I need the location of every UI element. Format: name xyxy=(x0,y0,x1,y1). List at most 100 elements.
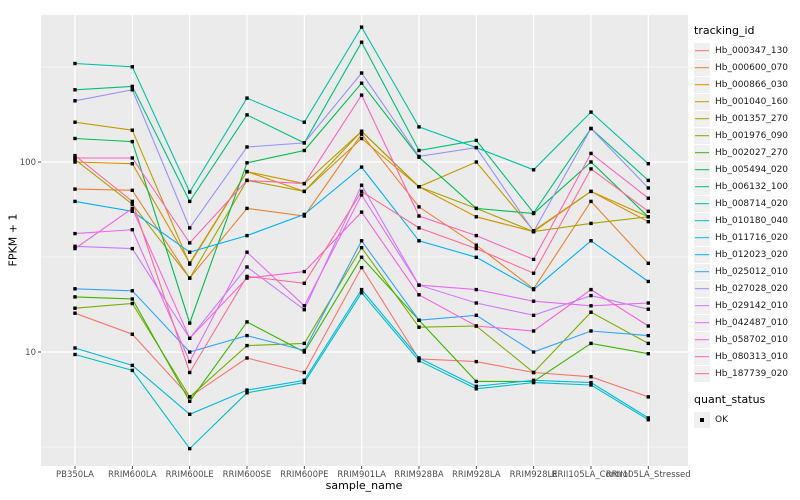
legend-key-line-icon xyxy=(695,185,709,188)
legend-entry-Hb_000600_070: Hb_000600_070 xyxy=(694,59,800,76)
data-point xyxy=(646,220,650,224)
legend-entry-Hb_025012_010: Hb_025012_010 xyxy=(694,263,800,280)
legend-key-line-icon xyxy=(695,49,709,52)
legend-entry-Hb_187739_020: Hb_187739_020 xyxy=(694,365,800,382)
data-point xyxy=(130,209,134,213)
data-point xyxy=(130,289,134,293)
data-point xyxy=(130,84,134,89)
y-tick-label: 100 xyxy=(20,158,36,168)
legend-key-line-icon xyxy=(695,236,709,239)
legend-entry-Hb_001357_270: Hb_001357_270 xyxy=(694,110,800,127)
data-point xyxy=(188,321,192,325)
data-point xyxy=(73,346,77,350)
legend-key-swatch xyxy=(694,246,710,263)
data-point xyxy=(646,395,650,399)
data-point xyxy=(589,199,593,204)
data-point xyxy=(73,306,77,310)
data-point xyxy=(245,250,249,254)
data-point xyxy=(474,384,478,388)
legend-key-swatch xyxy=(694,42,710,59)
legend-entry-Hb_058702_010: Hb_058702_010 xyxy=(694,331,800,348)
data-point xyxy=(531,380,536,385)
legend-entry-label: Hb_012023_020 xyxy=(715,249,789,260)
data-point xyxy=(73,231,77,236)
data-point xyxy=(531,287,536,292)
legend-key-line-icon xyxy=(695,151,709,154)
data-point xyxy=(589,375,593,379)
data-point xyxy=(417,239,421,243)
legend-entry-label: Hb_002027_270 xyxy=(715,147,789,158)
data-point xyxy=(188,399,192,403)
data-point xyxy=(646,341,650,346)
data-point xyxy=(188,276,192,280)
legend-key-swatch xyxy=(694,161,710,178)
data-point xyxy=(359,246,364,250)
data-point xyxy=(130,206,134,211)
x-tick-label: RRIM901LA xyxy=(337,470,386,480)
data-point xyxy=(417,125,421,129)
data-point xyxy=(589,310,593,314)
data-point xyxy=(359,71,364,75)
legend-key-swatch xyxy=(694,263,710,280)
data-point xyxy=(646,324,650,328)
data-point xyxy=(359,132,364,136)
data-point xyxy=(589,110,593,114)
data-point xyxy=(302,189,306,194)
data-point xyxy=(474,324,478,328)
data-point xyxy=(417,359,421,363)
data-point xyxy=(188,262,192,266)
legend-entry-Hb_000866_030: Hb_000866_030 xyxy=(694,76,800,93)
data-point xyxy=(73,61,77,66)
data-point xyxy=(359,239,364,243)
data-point xyxy=(531,370,536,375)
legend-entry-Hb_002027_270: Hb_002027_270 xyxy=(694,144,800,161)
data-point xyxy=(302,181,306,186)
data-point xyxy=(245,169,249,174)
data-point xyxy=(474,243,478,247)
data-point xyxy=(302,148,306,153)
legend-entry-label: Hb_029142_010 xyxy=(715,300,789,311)
data-point xyxy=(130,301,134,306)
legend-entry-Hb_005494_020: Hb_005494_020 xyxy=(694,161,800,178)
legend-entry-Hb_000347_130: Hb_000347_130 xyxy=(694,42,800,59)
data-point xyxy=(531,313,536,317)
legend-entry-label: Hb_000866_030 xyxy=(715,79,789,90)
x-tick-label: RRIM600SE xyxy=(223,470,272,480)
plot-panel xyxy=(41,15,688,466)
data-point xyxy=(646,416,650,420)
data-point xyxy=(589,160,593,164)
legend-entry-label: Hb_000347_130 xyxy=(715,45,789,56)
data-point xyxy=(474,206,478,211)
x-axis-title: sample_name xyxy=(325,479,403,492)
data-point xyxy=(646,307,650,311)
data-point xyxy=(474,313,478,317)
data-point xyxy=(188,199,192,204)
data-point xyxy=(245,333,249,338)
legend-entry-label: OK xyxy=(715,414,728,425)
data-point xyxy=(474,379,478,384)
data-point xyxy=(302,281,306,285)
legend-entry-label: Hb_008714_020 xyxy=(715,198,789,209)
data-point xyxy=(73,136,77,141)
legend-entry-label: Hb_001040_160 xyxy=(715,96,789,107)
legend-key-line-icon xyxy=(695,287,709,290)
y-tick-label: 10 xyxy=(25,348,36,358)
data-point xyxy=(417,318,421,322)
legend-entry-Hb_001976_090: Hb_001976_090 xyxy=(694,127,800,144)
x-tick-label: RRIM600LE xyxy=(166,470,214,480)
data-point xyxy=(73,88,77,92)
data-point xyxy=(130,246,134,251)
legend-entry-quant-OK: OK xyxy=(694,411,800,428)
legend-entry-label: Hb_006132_100 xyxy=(715,181,789,192)
data-point xyxy=(646,418,650,422)
data-point xyxy=(302,120,306,124)
data-point xyxy=(245,145,249,149)
legend-key-line-icon xyxy=(695,168,709,171)
legend-key-line-icon xyxy=(695,202,709,205)
data-point xyxy=(417,214,421,218)
data-point xyxy=(589,239,593,243)
data-point xyxy=(130,332,134,336)
legend-entry-label: Hb_001976_090 xyxy=(715,130,789,141)
